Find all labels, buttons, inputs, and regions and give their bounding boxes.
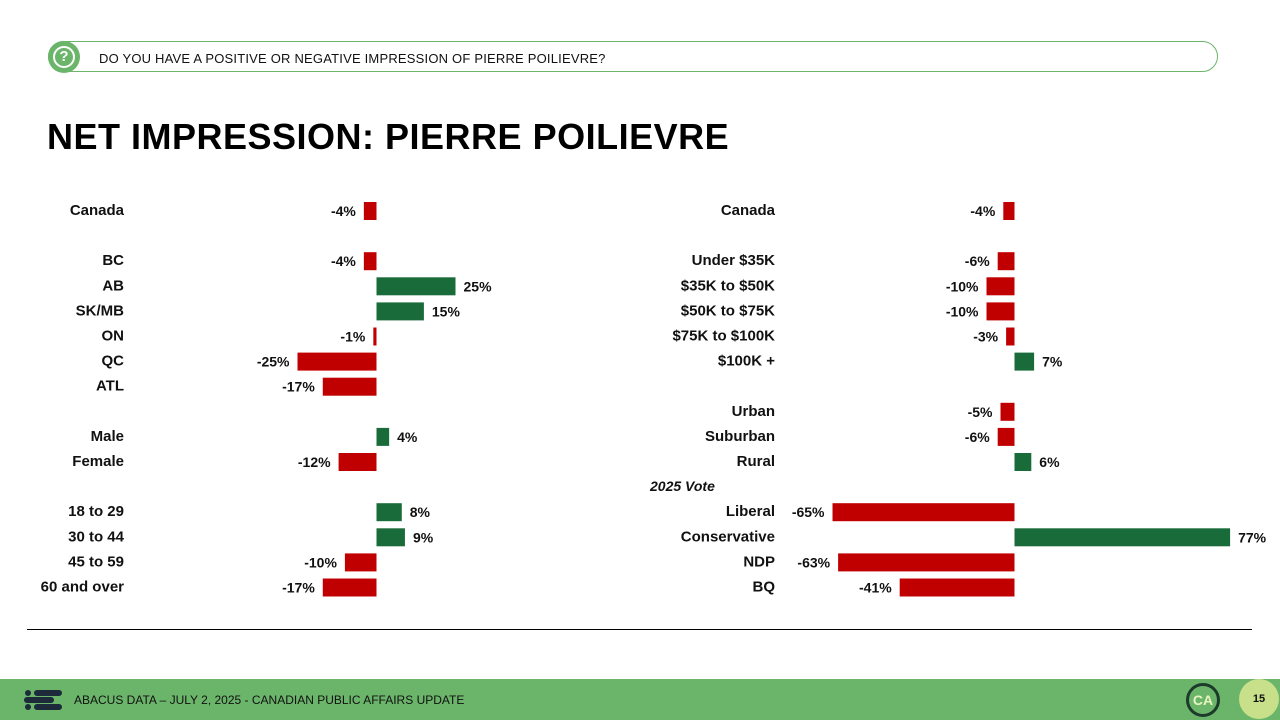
category-label: 18 to 29 (68, 503, 124, 520)
value-label: 4% (397, 429, 418, 445)
question-circle-icon: ? (48, 41, 80, 73)
category-label: 30 to 44 (68, 528, 125, 545)
category-label: Liberal (726, 503, 775, 520)
ca-badge-icon: CA (1186, 683, 1220, 717)
category-label: Suburban (705, 428, 775, 445)
category-label: ATL (96, 378, 124, 395)
bar (1006, 327, 1015, 346)
value-label: -10% (304, 554, 337, 570)
category-label: Canada (70, 202, 125, 219)
value-label: -4% (331, 253, 356, 269)
category-label: 60 and over (41, 579, 125, 596)
bar (322, 377, 377, 396)
bar (376, 528, 405, 547)
value-label: -12% (298, 454, 331, 470)
bar (1014, 453, 1032, 471)
footer-text: ABACUS DATA – JULY 2, 2025 - CANADIAN PU… (74, 693, 465, 707)
bar (899, 578, 1015, 597)
bar (838, 553, 1015, 572)
category-label: $100K + (718, 353, 775, 370)
bar (1000, 402, 1015, 421)
category-label: $35K to $50K (681, 277, 775, 294)
bar (297, 352, 377, 371)
category-label: SK/MB (76, 302, 125, 319)
value-label: -41% (859, 580, 892, 596)
value-label: -1% (340, 329, 365, 345)
value-label: 9% (413, 529, 434, 545)
bar (376, 302, 424, 321)
bar (1014, 528, 1231, 547)
value-label: -6% (965, 429, 990, 445)
category-label: BC (102, 252, 124, 269)
bar (986, 302, 1015, 321)
category-label: Rural (737, 453, 775, 470)
category-label: NDP (743, 553, 775, 570)
category-label: $50K to $75K (681, 302, 775, 319)
bar (363, 252, 377, 271)
footer-bar (0, 679, 1280, 720)
category-label: $75K to $100K (672, 328, 775, 345)
value-label: -10% (946, 278, 979, 294)
value-label: -4% (331, 203, 356, 219)
category-label: BQ (753, 579, 776, 596)
net-impression-chart: Canada -4% BC -4% AB 25% SK/MB 15% ON -1% QC -25% AT… (41, 202, 1267, 597)
value-label: 8% (410, 504, 431, 520)
abacus-logo-icon (24, 690, 62, 710)
bar (373, 327, 377, 346)
bar (344, 553, 377, 572)
value-label: -10% (946, 303, 979, 319)
divider-line (27, 629, 1252, 630)
category-label: Under $35K (692, 252, 776, 269)
page-number: 15 (1239, 679, 1279, 719)
value-label: 6% (1039, 454, 1060, 470)
value-label: -17% (282, 379, 315, 395)
bar (1014, 352, 1035, 371)
category-label: 45 to 59 (68, 553, 124, 570)
category-label: Canada (721, 202, 776, 219)
value-label: -5% (968, 404, 993, 420)
value-label: 25% (464, 278, 493, 294)
value-label: -4% (970, 203, 995, 219)
value-label: -65% (792, 504, 825, 520)
value-label: -63% (797, 554, 830, 570)
question-text: DO YOU HAVE A POSITIVE OR NEGATIVE IMPRE… (99, 51, 606, 66)
value-label: -6% (965, 253, 990, 269)
bar (832, 503, 1015, 522)
value-label: 77% (1238, 529, 1267, 545)
value-label: 15% (432, 303, 461, 319)
page-title: NET IMPRESSION: PIERRE POILIEVRE (47, 116, 730, 157)
category-label: Conservative (681, 528, 775, 545)
bar (376, 503, 402, 522)
bar (997, 427, 1015, 446)
bar (322, 578, 377, 597)
value-label: 7% (1042, 354, 1063, 370)
value-label: -17% (282, 580, 315, 596)
bar (338, 453, 377, 471)
value-label: -25% (257, 354, 290, 370)
group-label: 2025 Vote (649, 478, 715, 494)
bar (986, 277, 1015, 296)
bar (376, 427, 390, 446)
category-label: Urban (732, 403, 775, 420)
bar (376, 277, 456, 296)
bar (1003, 202, 1015, 220)
category-label: Male (91, 428, 124, 445)
category-label: QC (102, 353, 125, 370)
bar (363, 202, 377, 220)
value-label: -3% (973, 329, 998, 345)
bar (997, 252, 1015, 271)
category-label: AB (102, 277, 124, 294)
category-label: Female (72, 453, 124, 470)
category-label: ON (102, 328, 125, 345)
